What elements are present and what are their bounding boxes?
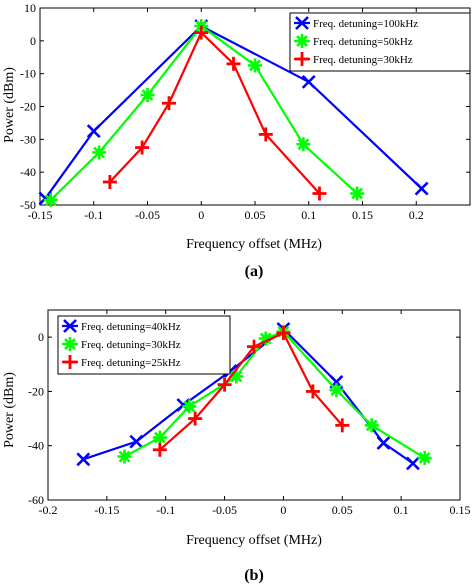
- chart-a-data-point: [43, 193, 58, 208]
- chart-b-ytick-label: -40: [28, 439, 44, 453]
- chart-b-data-point: [152, 430, 167, 445]
- chart-b-xlabel: Frequency offset (MHz): [186, 533, 322, 548]
- chart-b-xtick-label: -0.2: [39, 503, 58, 517]
- chart-b-data-point: [305, 384, 320, 399]
- chart-a-data-point: [296, 137, 311, 152]
- chart-a-ytick-label: 0: [30, 34, 36, 48]
- chart-b-xtick-label: 0.05: [332, 503, 353, 517]
- chart-b-ytick-label: 0: [38, 330, 44, 344]
- chart-a-ylabel: Power (dBm): [2, 67, 17, 143]
- chart-a-data-point: [301, 74, 316, 89]
- chart-a-legend: Freq. detuning=100kHz Freq. detuning=50kH…: [289, 12, 471, 72]
- chart-a-ytick-label: -20: [20, 100, 36, 114]
- chart-b-ytick-label: -60: [28, 493, 44, 507]
- chart-b-xtick-label: 0.1: [394, 503, 409, 517]
- chart-a-ytick-label: -40: [20, 165, 36, 179]
- chart-b-data-point: [247, 339, 261, 354]
- chart-b-legend-marker: [63, 355, 77, 369]
- chart-b-ytick-label: -20: [28, 384, 44, 398]
- chart-b-ylabel: Power (dBm): [2, 372, 17, 448]
- chart-a-xtick-label: 0.2: [409, 208, 424, 222]
- chart-a-data-point: [248, 58, 262, 73]
- chart-a-legend-entry: Freq. detuning=100kHz: [313, 18, 418, 30]
- chart-a-data-point: [102, 175, 117, 190]
- chart-b-legend-entry: Freq. detuning=25kHz: [81, 357, 181, 369]
- chart-a-xtick-label: -0.1: [84, 208, 103, 222]
- chart-a-data-point: [162, 96, 176, 111]
- chart-a-data-point: [92, 145, 107, 160]
- chart-b-xtick-label: -0.15: [94, 503, 119, 517]
- chart-b-data-point: [217, 377, 232, 392]
- chart-b-data-point: [188, 411, 203, 426]
- chart-a: -0.15 -0.1 -0.05 0 0.05 0.1 0.15 0.2 -50 -40 -30 -2…: [2, 1, 471, 280]
- chart-b-plot-area: -0.2 -0.15 -0.1 -0.05 0 0.05 0.1 0.15 -60 -40 -20 0: [28, 309, 471, 517]
- chart-b-legend-entry: Freq. detuning=30kHz: [81, 339, 181, 351]
- chart-b-data-point: [182, 399, 197, 414]
- chart-b-legend-marker: [63, 337, 77, 351]
- chart-a-xtick-label: -0.15: [28, 208, 53, 222]
- chart-b-data-point: [329, 383, 344, 398]
- chart-b: -0.2 -0.15 -0.1 -0.05 0 0.05 0.1 0.15 -60 -40 -20 0…: [2, 309, 471, 584]
- chart-b-legend-entry: Freq. detuning=40kHz: [81, 321, 181, 333]
- chart-a-xtick-label: 0.1: [301, 208, 316, 222]
- chart-a-legend-marker: [295, 34, 309, 48]
- chart-b-xtick-label: -0.1: [156, 503, 175, 517]
- chart-a-data-point: [194, 25, 209, 40]
- chart-a-ytick-label: 10: [24, 1, 36, 15]
- chart-b-data-point: [76, 452, 91, 467]
- chart-a-data-point: [312, 186, 327, 201]
- chart-b-data-point: [417, 450, 432, 465]
- chart-a-xtick-label: 0: [198, 208, 204, 222]
- chart-a-data-point: [258, 127, 273, 142]
- chart-b-xtick-label: 0.15: [450, 503, 471, 517]
- chart-a-data-point: [414, 181, 429, 196]
- chart-b-data-point: [152, 442, 167, 457]
- chart-a-data-point: [140, 88, 155, 103]
- chart-a-legend-marker: [295, 16, 309, 30]
- chart-a-xtick-label: 0.15: [352, 208, 373, 222]
- chart-b-data-point: [376, 436, 391, 450]
- chart-a-panel-label: (a): [245, 263, 264, 280]
- chart-a-xtick-label: 0.05: [245, 208, 266, 222]
- chart-b-xtick-label: -0.05: [212, 503, 237, 517]
- chart-b-data-point: [117, 449, 132, 464]
- chart-b-data-point: [276, 326, 291, 341]
- chart-a-legend-entry: Freq. detuning=50kHz: [313, 36, 413, 48]
- chart-a-data-point: [135, 140, 150, 155]
- chart-a-data-point: [226, 56, 241, 71]
- chart-b-data-point: [129, 434, 144, 449]
- chart-a-legend-box: [289, 12, 471, 72]
- chart-a-data-point: [86, 124, 101, 139]
- chart-b-data-point: [364, 418, 379, 433]
- chart-a-series-line-3: [109, 30, 321, 195]
- chart-a-xlabel: Frequency offset (MHz): [186, 237, 322, 252]
- chart-b-data-point: [335, 418, 350, 433]
- chart-a-plot-area: -0.15 -0.1 -0.05 0 0.05 0.1 0.15 0.2 -50 -40 -30 -2…: [20, 1, 471, 222]
- chart-b-legend-box: [57, 315, 231, 375]
- chart-a-ytick-label: -30: [20, 132, 36, 146]
- chart-b-panel-label: (b): [244, 567, 264, 584]
- chart-b-axes-box: [47, 309, 461, 501]
- chart-a-data-point: [350, 186, 365, 201]
- chart-b-legend-marker: [63, 319, 77, 333]
- chart-a-xtick-label: -0.05: [135, 208, 160, 222]
- chart-b-legend: Freq. detuning=40kHz Freq. detuning=30kHz…: [57, 315, 231, 375]
- chart-b-data-point: [405, 456, 420, 471]
- chart-a-ytick-label: -10: [20, 67, 36, 81]
- chart-b-xtick-label: 0: [280, 503, 286, 517]
- chart-a-legend-marker: [295, 52, 309, 66]
- chart-a-ytick-label: -50: [20, 198, 36, 212]
- chart-a-legend-entry: Freq. detuning=30kHz: [313, 54, 413, 66]
